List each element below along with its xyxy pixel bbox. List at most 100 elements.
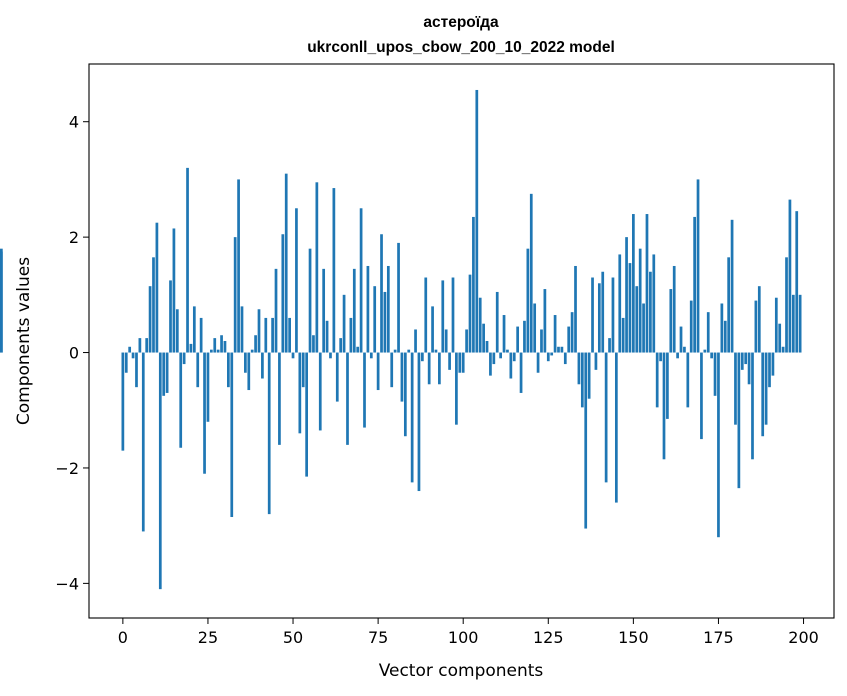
bar <box>703 349 707 353</box>
bar <box>121 352 125 451</box>
bar <box>761 352 765 437</box>
bar <box>611 277 615 353</box>
bar <box>540 329 543 353</box>
bar <box>659 352 662 362</box>
bar <box>584 352 588 529</box>
x-tick-label: 0 <box>118 628 128 647</box>
bar <box>693 216 696 353</box>
bar <box>666 352 669 419</box>
bar <box>356 346 360 353</box>
bar <box>771 352 775 376</box>
bar <box>230 352 234 518</box>
bar <box>662 352 666 460</box>
bar <box>512 352 516 362</box>
bar <box>625 237 628 353</box>
bar <box>254 335 257 353</box>
bar <box>649 271 652 353</box>
bar <box>380 234 383 353</box>
bar <box>614 352 618 503</box>
bar <box>710 352 714 359</box>
bar <box>448 352 451 370</box>
bar <box>655 352 659 408</box>
bar <box>403 352 407 437</box>
bar <box>295 208 298 353</box>
bar <box>744 352 748 365</box>
y-axis-label: Components values <box>14 257 34 425</box>
bar <box>594 352 598 370</box>
bar <box>638 248 642 353</box>
x-tick-label: 100 <box>448 628 479 647</box>
bar <box>325 320 329 353</box>
bar <box>485 341 489 353</box>
bar <box>458 352 462 373</box>
bar <box>676 352 679 359</box>
bar <box>441 280 445 353</box>
bar <box>720 303 724 353</box>
bar <box>791 294 795 353</box>
bar <box>165 352 169 393</box>
bar <box>550 352 554 356</box>
bar <box>560 346 564 353</box>
bar <box>696 179 700 353</box>
bar <box>686 352 690 408</box>
bar <box>366 265 370 353</box>
bar <box>376 352 380 391</box>
bar <box>465 329 468 353</box>
bar <box>145 338 149 353</box>
bar <box>427 352 431 385</box>
bar <box>216 349 220 353</box>
bar <box>281 234 285 353</box>
bar <box>798 294 802 353</box>
bar <box>227 352 230 388</box>
bar <box>421 352 424 362</box>
bar <box>247 352 251 391</box>
bar <box>349 317 353 353</box>
bar <box>516 326 520 353</box>
bar <box>386 265 390 353</box>
bar <box>472 216 475 353</box>
x-axis-ticks: 0 25 50 75 100 125 150 175 200 <box>118 618 819 647</box>
bar <box>414 329 417 353</box>
bar <box>451 277 455 353</box>
bar <box>271 317 274 353</box>
bar <box>138 338 142 353</box>
bar <box>206 352 210 422</box>
bar <box>410 352 414 483</box>
bar <box>734 352 737 425</box>
bar <box>597 283 601 353</box>
y-tick-label: 0 <box>69 344 79 363</box>
chart-subtitle: ukrconll_upos_cbow_200_10_2022 model <box>307 39 615 56</box>
bar <box>601 271 605 353</box>
bar <box>482 323 485 353</box>
bar <box>478 297 482 353</box>
bar <box>169 280 172 353</box>
bar <box>301 352 305 388</box>
bar <box>747 352 751 385</box>
bar <box>339 338 343 353</box>
bar <box>288 317 291 353</box>
bar <box>359 208 363 353</box>
bar <box>700 352 703 440</box>
bar <box>604 352 608 483</box>
bar <box>322 268 326 353</box>
bar <box>764 352 768 425</box>
bar <box>740 352 744 370</box>
bar <box>475 89 479 353</box>
bar <box>768 352 771 388</box>
bar <box>158 352 162 590</box>
bar <box>250 349 254 353</box>
bar <box>635 286 639 353</box>
bar <box>124 352 128 373</box>
bar <box>148 286 152 353</box>
bar <box>757 286 761 353</box>
bar <box>509 352 513 379</box>
bar <box>0 251 3 353</box>
bar <box>128 346 132 353</box>
bar <box>240 306 244 353</box>
bar <box>546 352 550 362</box>
bar <box>580 352 584 408</box>
bar <box>781 346 785 353</box>
bar <box>785 257 788 353</box>
bar <box>543 289 547 353</box>
